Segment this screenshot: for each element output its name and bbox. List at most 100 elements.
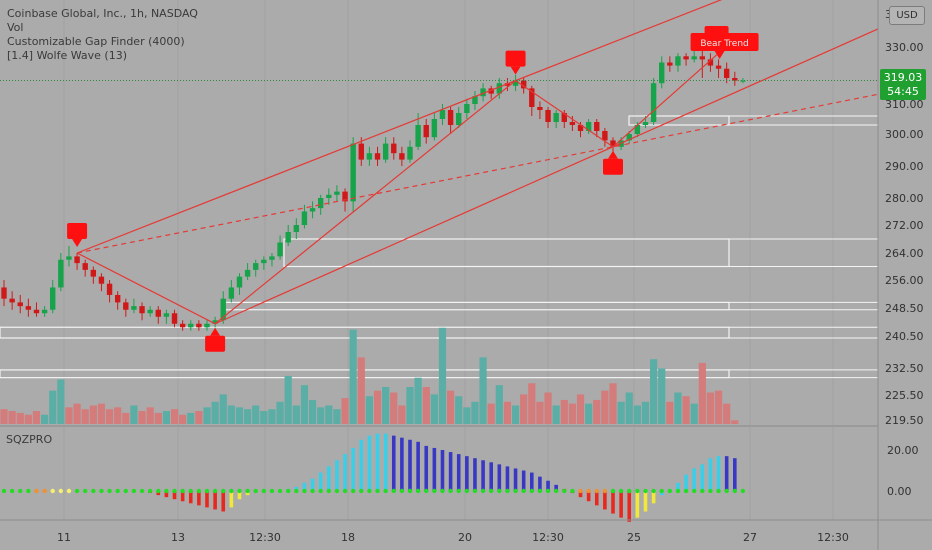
candle-body [456, 113, 462, 125]
gap-zone [0, 326, 730, 339]
volume-bar [8, 411, 16, 424]
volume-bar [203, 407, 211, 424]
squeeze-dot [521, 488, 526, 494]
candle-body [188, 323, 194, 328]
momentum-bar [164, 491, 169, 498]
candlesticks [1, 47, 746, 331]
price-tick-label: 248.50 [885, 302, 924, 315]
volume-bar [211, 401, 219, 424]
wolfe-wave-path [76, 52, 719, 325]
squeeze-dot [618, 488, 624, 494]
candle-body [675, 56, 681, 66]
volume-bar [16, 412, 24, 424]
candle-body [537, 107, 543, 110]
momentum-bar [310, 478, 315, 491]
volume-bar [617, 401, 625, 424]
candle-body [82, 263, 88, 270]
time-tick-label: 25 [627, 531, 641, 544]
candle-body [147, 309, 153, 314]
oscillator-title[interactable]: SQZPRO [6, 433, 53, 446]
candle-body [293, 225, 300, 232]
volume-bar [698, 362, 706, 424]
squeeze-dot [318, 488, 323, 494]
candle-body [740, 80, 746, 82]
volume-bar [162, 411, 170, 424]
chart-grid [63, 0, 834, 520]
squeeze-dot [635, 488, 640, 494]
squeeze-dot [553, 488, 559, 494]
volume-bar [97, 403, 106, 424]
momentum-bar [229, 491, 234, 508]
candle-body [358, 143, 364, 160]
bear-trend-label: Bear Trend [700, 39, 748, 49]
time-tick-label: 12:30 [532, 531, 564, 544]
squeeze-dot [229, 488, 234, 494]
candle-body [196, 323, 202, 328]
squeeze-dot [123, 488, 128, 494]
momentum-bar [465, 456, 469, 491]
pivot-marker-bottom [603, 158, 623, 175]
candle-body [723, 68, 730, 78]
volume-bar [284, 375, 292, 424]
candle-body [131, 306, 137, 310]
wolfe-target-line [76, 93, 879, 254]
candle-body [261, 259, 267, 264]
momentum-bar [643, 491, 648, 512]
candle-body [309, 208, 316, 212]
squeeze-dot [107, 488, 112, 494]
squeeze-dot [529, 488, 534, 494]
momentum-bar [627, 491, 632, 522]
wolfe-wave-indicator-label[interactable]: [1.4] Wolfe Wave (13) [7, 49, 127, 62]
momentum-bar [359, 439, 364, 491]
squeeze-dot [472, 488, 478, 494]
last-price-tag: 319.03 54:45 [880, 69, 926, 100]
squeeze-dot [91, 488, 96, 494]
volume-bar [666, 401, 674, 424]
squeeze-dot [18, 488, 23, 494]
momentum-bar [635, 491, 640, 518]
volume-bar [122, 412, 130, 424]
time-tick-label: 11 [57, 531, 71, 544]
candle-body [25, 306, 32, 310]
momentum-bar [724, 456, 729, 491]
volume-bar [633, 405, 641, 424]
currency-button[interactable]: USD [889, 6, 925, 25]
momentum-bar [188, 491, 193, 504]
candle-body [480, 88, 486, 97]
symbol-title[interactable]: Coinbase Global, Inc., 1h, NASDAQ [7, 7, 198, 20]
price-tick-label: 264.00 [885, 247, 924, 260]
squeeze-dot [610, 488, 616, 494]
squeeze-dot [269, 488, 275, 494]
momentum-bar [733, 458, 737, 491]
volume-bar [57, 379, 65, 424]
squeeze-dot [692, 488, 697, 494]
momentum-bar [180, 491, 185, 502]
gap-zone [628, 115, 730, 126]
volume-bar [333, 409, 341, 424]
squeeze-dot [34, 488, 39, 494]
candle-body [277, 242, 283, 257]
gap-finder-indicator-label[interactable]: Customizable Gap Finder (4000) [7, 35, 185, 48]
momentum-bar [554, 484, 558, 491]
volume-indicator-label[interactable]: Vol [7, 21, 24, 34]
volume-bar [244, 409, 252, 424]
squeeze-dot [375, 488, 380, 494]
squeeze-dot [50, 488, 55, 494]
candle-body [650, 83, 657, 122]
volume-bar [511, 405, 520, 424]
candle-body [366, 153, 373, 160]
squeeze-dot [513, 488, 518, 494]
volume-bar [609, 383, 617, 424]
squeeze-dot [391, 488, 396, 494]
volume-bar [471, 401, 479, 424]
momentum-bar [432, 447, 437, 491]
volume-bar [495, 385, 503, 424]
volume-bar [341, 398, 349, 424]
candle-body [342, 191, 348, 202]
candle-body [415, 125, 421, 147]
squeeze-dot [675, 488, 681, 494]
volume-bar [81, 409, 89, 424]
squeeze-dot [188, 488, 193, 494]
candle-body [626, 134, 632, 141]
